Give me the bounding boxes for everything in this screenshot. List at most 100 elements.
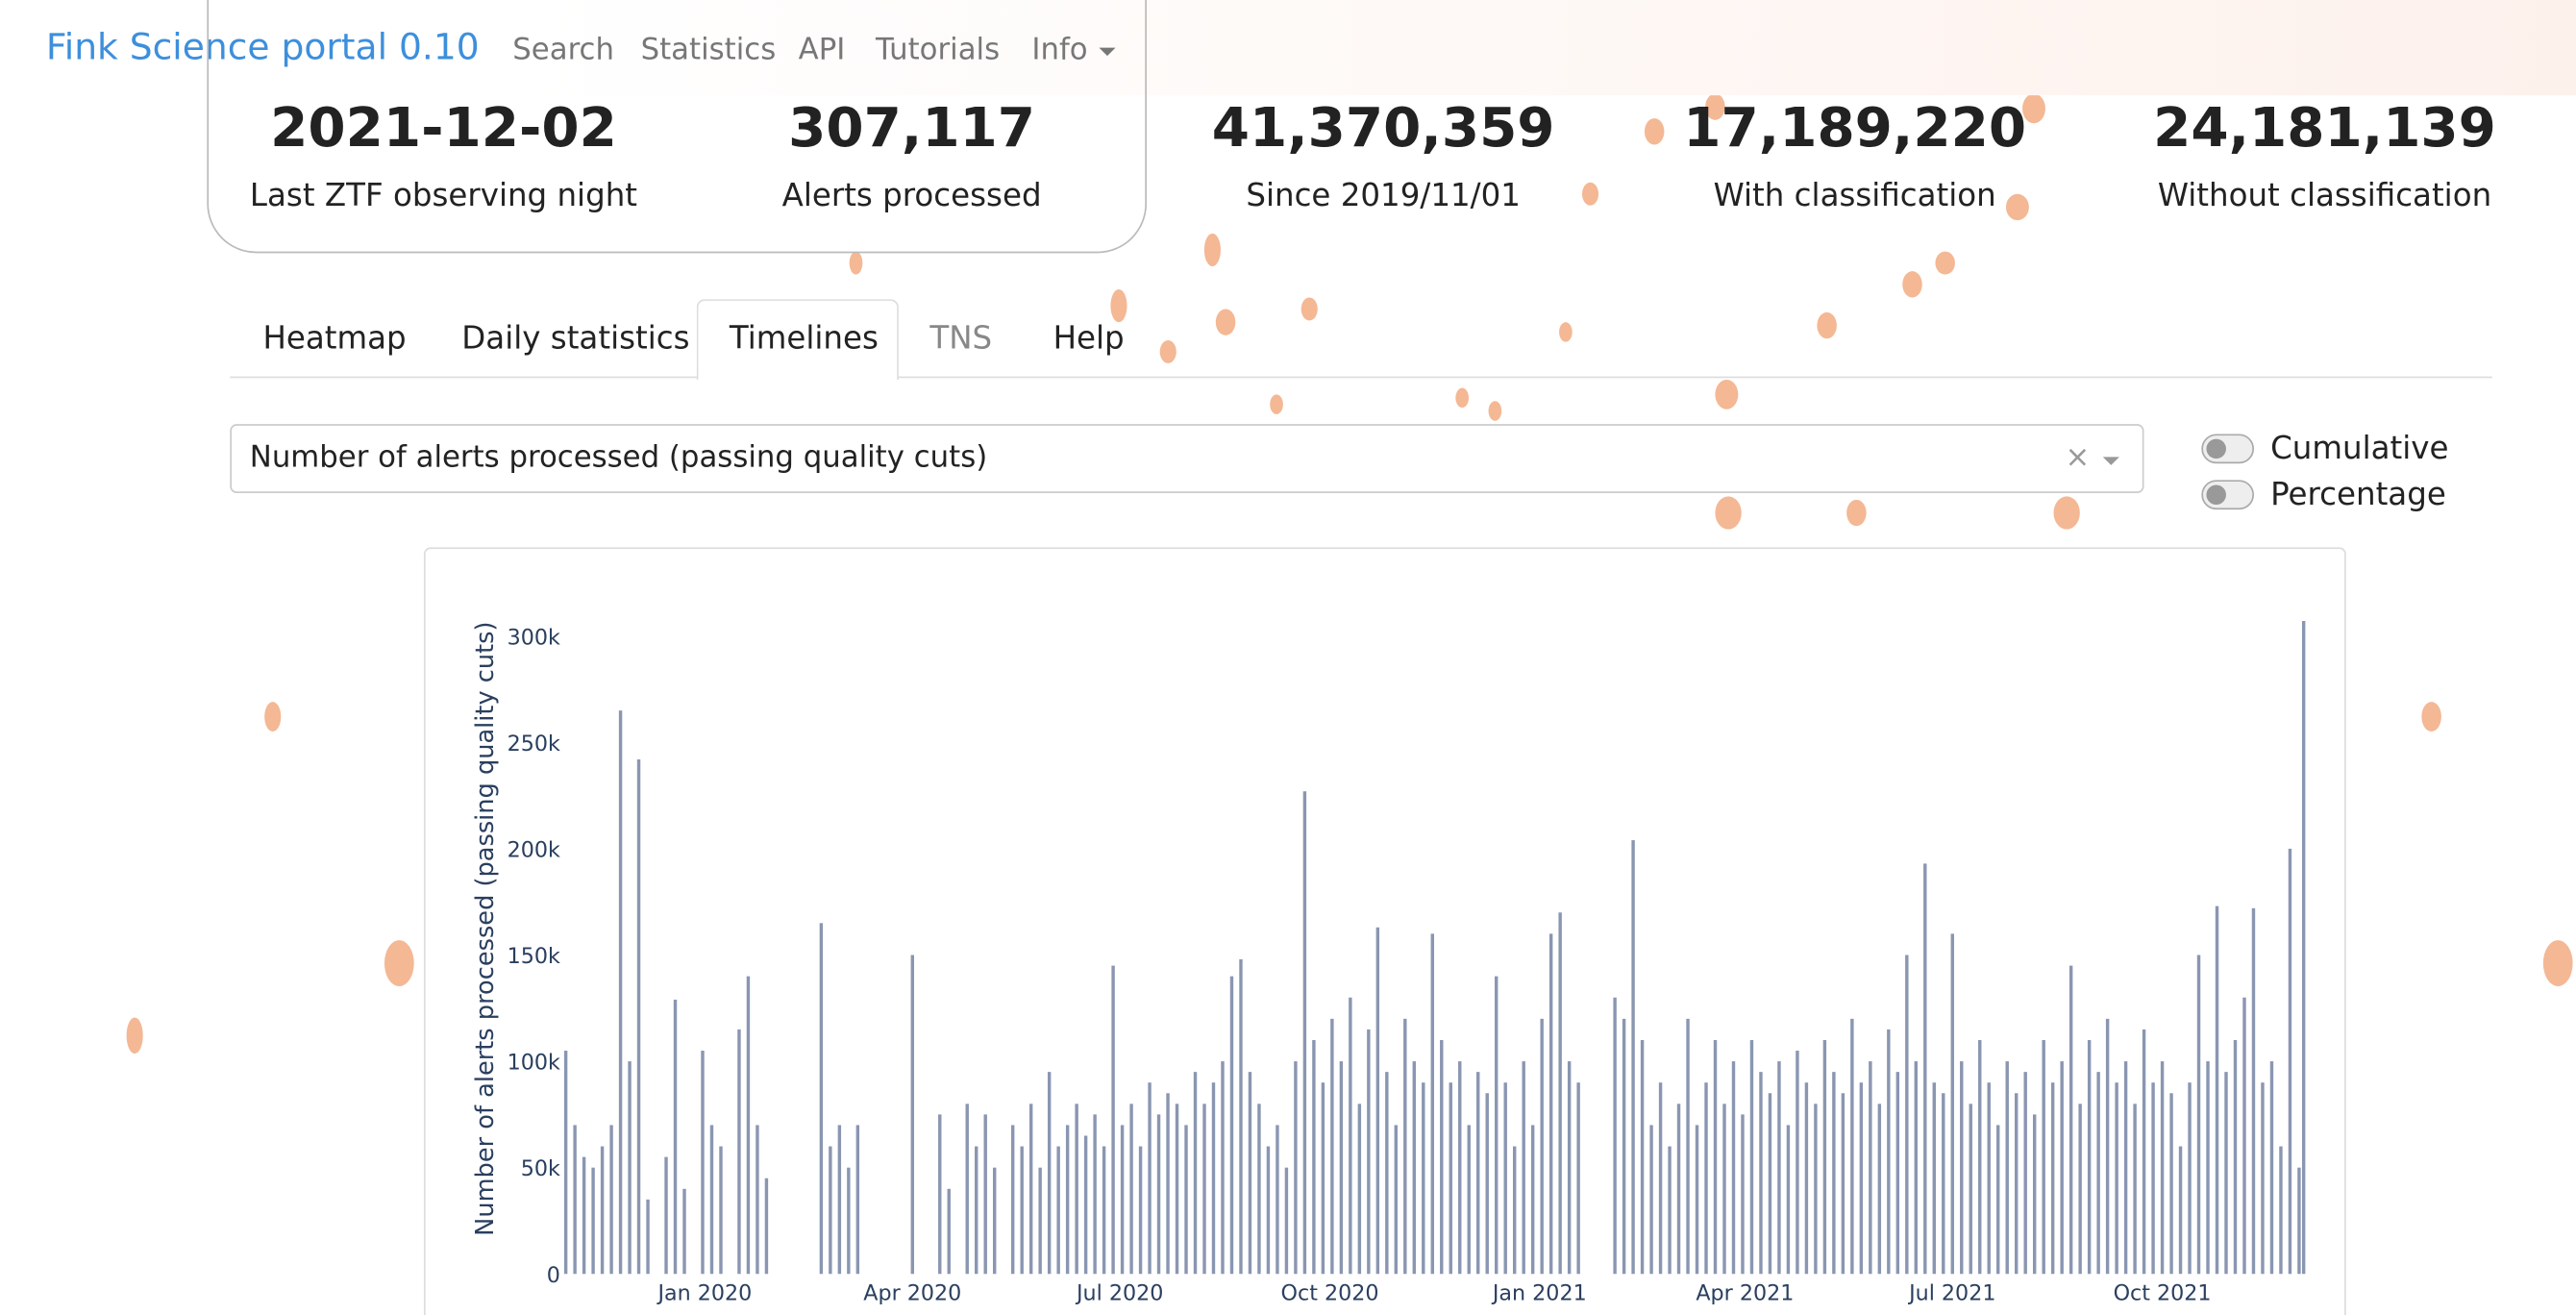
bar	[1440, 1039, 1444, 1275]
bar	[1796, 1051, 1799, 1275]
bar	[2288, 848, 2292, 1275]
bar	[1695, 1125, 1699, 1275]
tab[interactable]: Timelines	[729, 320, 879, 358]
x-tick-label: Jan 2020	[656, 1281, 752, 1306]
bar	[1476, 1072, 1480, 1275]
bar	[819, 923, 824, 1275]
toggle[interactable]	[2201, 434, 2255, 464]
stat-value: 17,189,220	[1683, 95, 2027, 160]
clear-button[interactable]: ×	[2065, 440, 2091, 476]
bar	[2215, 906, 2219, 1275]
bar	[2233, 1039, 2238, 1275]
bar	[1385, 1072, 1389, 1275]
stat-value: 41,370,359	[1211, 95, 1555, 160]
bar	[2042, 1039, 2045, 1275]
bar	[2096, 1072, 2100, 1275]
bar	[1649, 1125, 1653, 1275]
stat-label: Since 2019/11/01	[1246, 177, 1521, 214]
dropdown-arrow[interactable]	[2102, 457, 2119, 465]
bar	[600, 1146, 605, 1275]
bar	[1869, 1061, 1872, 1275]
navbar	[0, 0, 2576, 96]
bar	[1458, 1061, 1462, 1275]
bar	[636, 759, 641, 1275]
bar	[1083, 1135, 1088, 1275]
bar	[1841, 1093, 1845, 1275]
bar	[1495, 976, 1499, 1275]
tab[interactable]: Heatmap	[262, 320, 407, 358]
bar	[1129, 1104, 1133, 1275]
bar	[1339, 1061, 1344, 1275]
x-tick-label: Oct 2020	[1281, 1281, 1379, 1306]
stats-card	[207, 0, 1148, 254]
bar	[573, 1125, 577, 1275]
nav-link[interactable]: Tutorials	[876, 33, 1001, 68]
bar	[1010, 1125, 1015, 1275]
bar	[701, 1051, 705, 1275]
x-tick-label: Apr 2020	[863, 1281, 961, 1306]
bar	[1276, 1125, 1279, 1275]
bar	[1412, 1061, 1417, 1275]
brand[interactable]: Fink Science portal 0.10	[45, 28, 480, 69]
bar	[1923, 863, 1927, 1275]
bar	[2178, 1146, 2183, 1275]
bar	[2142, 1029, 2146, 1275]
toggle-label: Percentage	[2270, 476, 2446, 513]
y-tick-label: 50k	[521, 1156, 560, 1181]
bar	[618, 710, 623, 1275]
nav-link[interactable]: API	[798, 33, 846, 68]
bar	[993, 1167, 997, 1275]
bar	[1430, 933, 1434, 1275]
stat-label: Last ZTF observing night	[249, 177, 638, 214]
stat-label: Without classification	[2157, 177, 2492, 214]
tab[interactable]: Help	[1053, 320, 1125, 358]
toggle[interactable]	[2201, 480, 2255, 510]
bar	[938, 1114, 942, 1275]
stat-label: With classification	[1713, 177, 1996, 214]
bar	[2060, 1061, 2064, 1275]
bar	[764, 1178, 769, 1275]
bar	[1138, 1146, 1143, 1275]
bar	[1804, 1082, 1809, 1275]
bar	[1038, 1167, 1042, 1275]
bar	[1686, 1018, 1690, 1275]
nav-link[interactable]: Statistics	[640, 33, 777, 68]
bar	[1777, 1061, 1781, 1275]
bar	[1111, 965, 1115, 1275]
bar	[1887, 1029, 1891, 1275]
bar	[582, 1156, 586, 1275]
bar	[1403, 1018, 1407, 1275]
bar	[847, 1167, 851, 1275]
nav-link[interactable]: Search	[512, 33, 614, 68]
bar	[1284, 1167, 1289, 1275]
bar	[1449, 1082, 1452, 1275]
nav-link[interactable]: Info	[1031, 33, 1088, 68]
bar	[1349, 997, 1352, 1275]
bar	[1175, 1104, 1179, 1275]
bar	[1075, 1104, 1078, 1275]
bar	[2005, 1061, 2009, 1275]
y-tick-label: 200k	[508, 837, 560, 862]
dropdown[interactable]	[230, 424, 2144, 493]
bar	[1905, 955, 1909, 1275]
bar	[2015, 1093, 2019, 1275]
y-axis-title: Number of alerts processed (passing qual…	[471, 621, 500, 1235]
tab[interactable]: Daily statistics	[461, 320, 690, 358]
bar	[1202, 1104, 1206, 1275]
bar	[855, 1125, 860, 1275]
tab[interactable]: TNS	[929, 320, 993, 358]
bar	[1850, 1018, 1854, 1275]
y-tick-label: 300k	[508, 625, 560, 650]
bar	[1302, 791, 1307, 1275]
bar	[1148, 1082, 1152, 1275]
bar	[1330, 1018, 1334, 1275]
bar	[1978, 1039, 1982, 1275]
bar	[1211, 1082, 1216, 1275]
bar	[1704, 1082, 1708, 1275]
bar	[1832, 1072, 1836, 1275]
bar	[673, 999, 678, 1275]
bar	[2032, 1114, 2037, 1275]
bar	[1020, 1146, 1024, 1275]
bar	[1759, 1072, 1763, 1275]
